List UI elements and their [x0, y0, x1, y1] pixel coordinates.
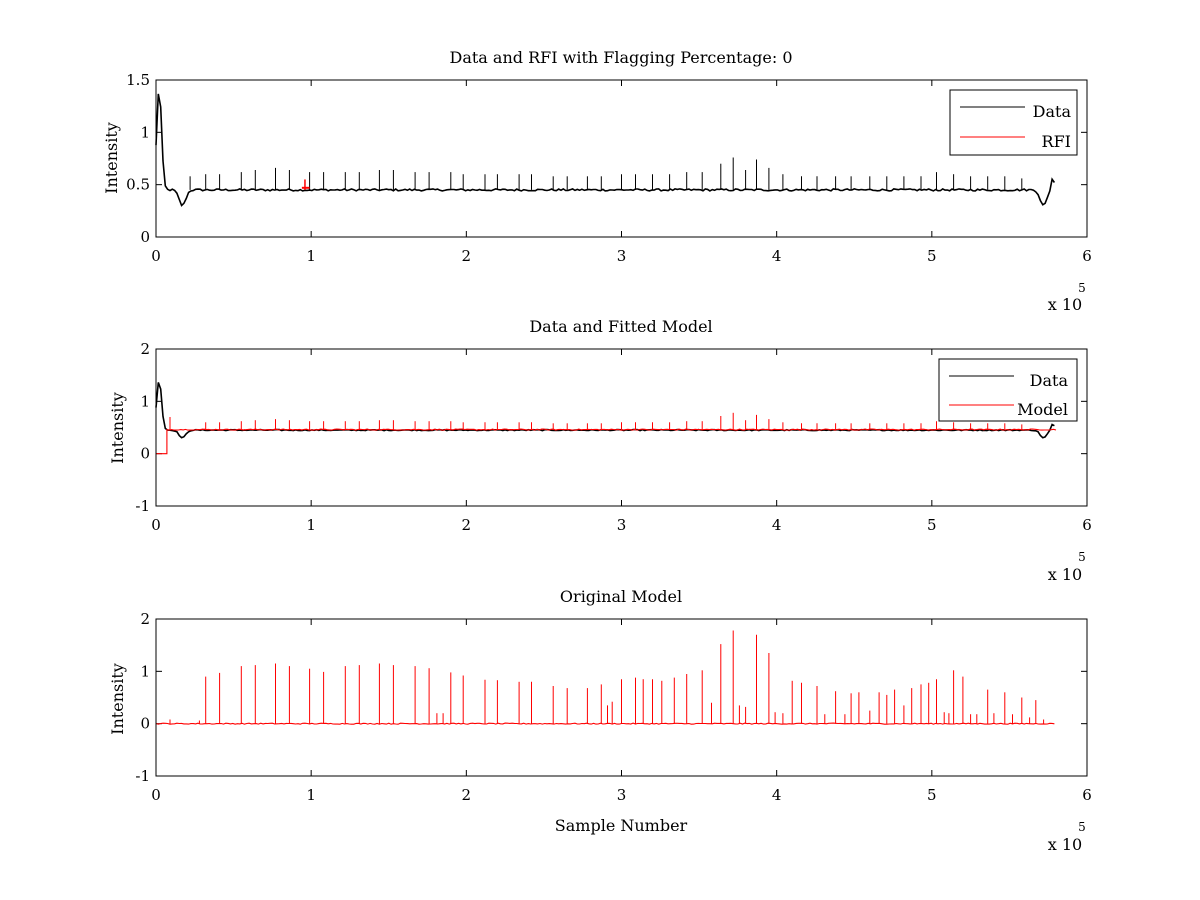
legend-box [949, 89, 1078, 156]
x-exponent-power: 5 [1078, 281, 1086, 295]
y-tick-label: 1 [140, 392, 150, 410]
y-axis-label: Intensity [108, 663, 127, 735]
chart-title: Data and RFI with Flagging Percentage: 0 [449, 48, 792, 67]
plot-layer [155, 630, 1055, 725]
y-tick-label: 0 [140, 445, 150, 463]
x-exponent-base: x 10 [1048, 565, 1082, 584]
x-exponent-power: 5 [1078, 820, 1086, 834]
x-tick-label: 0 [151, 247, 161, 265]
data-line [155, 93, 1056, 207]
legend-label-model: Model [1017, 400, 1068, 419]
x-tick-label: 1 [306, 516, 316, 534]
x-axis-label: Sample Number [555, 816, 688, 835]
legend-label-rfi: RFI [1042, 132, 1071, 151]
x-tick-label: 6 [1082, 786, 1092, 804]
x-tick-label: 5 [927, 516, 937, 534]
x-tick-label: 5 [927, 247, 937, 265]
y-tick-label: 2 [140, 610, 150, 628]
x-tick-label: 3 [617, 786, 627, 804]
panel-fitted: Data and Fitted Model Intensity x 10 5 0… [108, 317, 1092, 584]
x-tick-label: 2 [462, 786, 472, 804]
legend: Data Model [938, 358, 1078, 422]
axes-frame [155, 79, 1088, 238]
y-tick-label: 1.5 [126, 71, 150, 89]
chart-title: Data and Fitted Model [529, 317, 712, 336]
x-tick-label: 2 [462, 247, 472, 265]
axes-frame [155, 348, 1088, 507]
x-tick-label: 4 [772, 247, 782, 265]
panel-rfi: Data and RFI with Flagging Percentage: 0… [102, 48, 1092, 314]
x-tick-label: 3 [617, 247, 627, 265]
data-line [155, 382, 1055, 439]
x-exponent-base: x 10 [1048, 835, 1082, 854]
axes-frame [155, 618, 1088, 777]
x-tick-label: 6 [1082, 516, 1092, 534]
x-tick-label: 0 [151, 786, 161, 804]
y-tick-label: -1 [135, 767, 150, 785]
series-line [155, 722, 1055, 725]
y-tick-label: 1 [140, 123, 150, 141]
model-line [156, 428, 1057, 455]
y-tick-label: 2 [140, 340, 150, 358]
y-tick-label: 0.5 [126, 176, 150, 194]
x-tick-label: 2 [462, 516, 472, 534]
y-tick-label: 0 [140, 228, 150, 246]
x-tick-label: 1 [306, 786, 316, 804]
y-axis-label: Intensity [102, 122, 121, 194]
y-tick-label: 0 [140, 715, 150, 733]
x-tick-label: 3 [617, 516, 627, 534]
panel-original: Original Model Intensity Sample Number x… [108, 587, 1092, 854]
legend-label-data: Data [1030, 371, 1069, 390]
x-tick-label: 0 [151, 516, 161, 534]
x-tick-label: 4 [772, 786, 782, 804]
chart-title: Original Model [560, 587, 682, 606]
y-tick-label: -1 [135, 497, 150, 515]
x-tick-label: 1 [306, 247, 316, 265]
plot-layer [155, 93, 1056, 207]
legend-box [938, 358, 1078, 422]
x-tick-label: 6 [1082, 247, 1092, 265]
x-exponent-power: 5 [1078, 550, 1086, 564]
legend-label-data: Data [1033, 102, 1072, 121]
legend: Data RFI [949, 89, 1078, 156]
y-axis-label: Intensity [108, 392, 127, 464]
x-tick-label: 4 [772, 516, 782, 534]
y-tick-label: 1 [140, 662, 150, 680]
plot-layer [155, 382, 1057, 455]
x-tick-label: 5 [927, 786, 937, 804]
x-exponent-base: x 10 [1048, 295, 1082, 314]
